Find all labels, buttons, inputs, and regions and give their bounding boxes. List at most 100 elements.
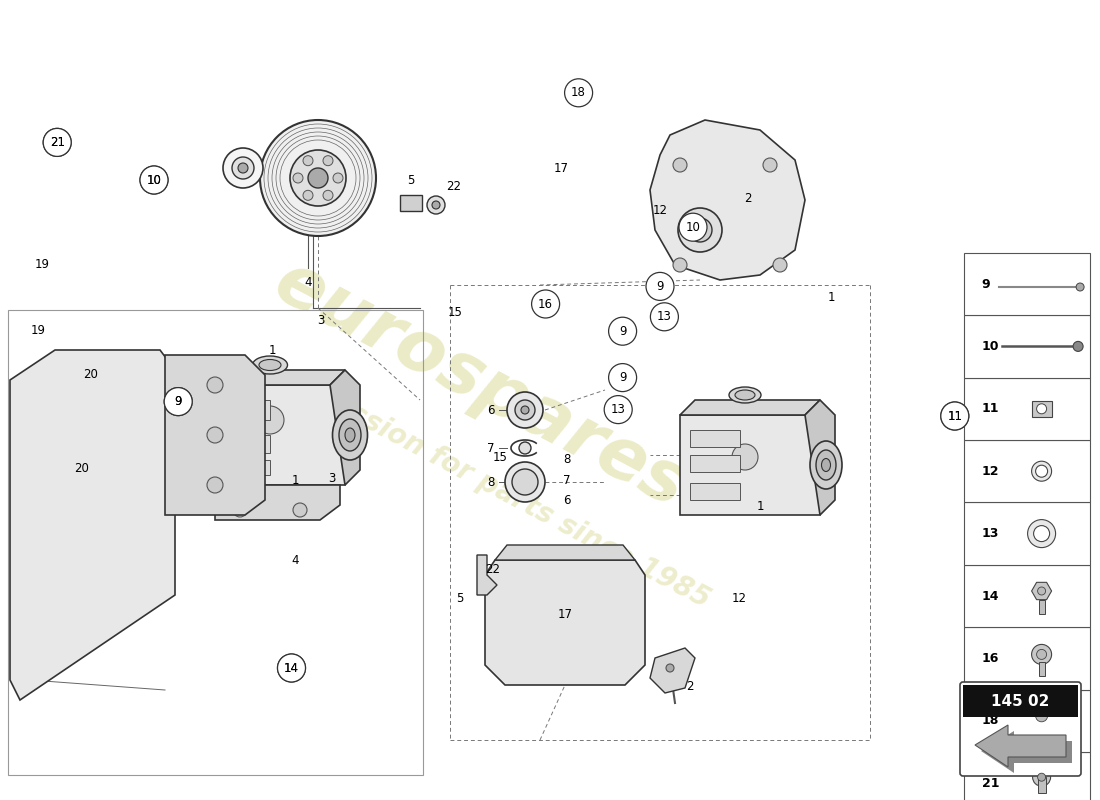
Text: 21: 21 [981, 777, 999, 790]
Bar [964, 627, 1090, 690]
Circle shape [43, 128, 72, 157]
Text: 1: 1 [292, 474, 299, 486]
Ellipse shape [253, 356, 287, 374]
Text: 19: 19 [34, 258, 50, 270]
Text: 6: 6 [563, 494, 570, 507]
Circle shape [608, 317, 637, 346]
Bar [690, 483, 740, 500]
Polygon shape [650, 648, 695, 693]
Text: 4: 4 [292, 554, 298, 566]
Circle shape [650, 302, 679, 331]
Text: 16: 16 [981, 652, 999, 665]
Circle shape [277, 654, 306, 682]
Circle shape [302, 156, 313, 166]
Ellipse shape [729, 387, 761, 403]
Bar [400, 195, 422, 211]
Bar [964, 440, 1090, 502]
Bar [8, 310, 424, 775]
Text: 13: 13 [981, 527, 999, 540]
Text: 7: 7 [487, 442, 495, 454]
Ellipse shape [822, 458, 830, 471]
Circle shape [302, 190, 313, 200]
Text: 1: 1 [757, 501, 763, 514]
Text: a passion for parts since 1985: a passion for parts since 1985 [285, 367, 715, 613]
Circle shape [1035, 466, 1047, 477]
Circle shape [207, 377, 223, 393]
Circle shape [323, 190, 333, 200]
Polygon shape [330, 370, 360, 485]
Text: 18: 18 [981, 714, 999, 727]
Circle shape [646, 272, 674, 301]
Circle shape [688, 218, 712, 242]
Polygon shape [165, 355, 265, 515]
Text: 13: 13 [610, 403, 626, 416]
Circle shape [1032, 461, 1052, 482]
Text: 17: 17 [558, 609, 572, 622]
Circle shape [140, 166, 168, 194]
Ellipse shape [735, 390, 755, 400]
Circle shape [512, 469, 538, 495]
Circle shape [207, 477, 223, 493]
Bar [1038, 662, 1045, 677]
Text: eurospares: eurospares [262, 247, 697, 522]
Text: 12: 12 [981, 465, 999, 478]
Bar [690, 430, 740, 447]
Circle shape [1037, 587, 1046, 595]
Bar [964, 690, 1090, 752]
Text: 11: 11 [981, 402, 999, 415]
Polygon shape [210, 385, 345, 485]
Text: 22: 22 [485, 563, 501, 576]
Text: 14: 14 [284, 662, 299, 674]
Text: 21: 21 [50, 136, 65, 149]
Circle shape [564, 78, 593, 106]
Circle shape [233, 503, 248, 517]
Text: 1: 1 [828, 291, 835, 304]
Text: 19: 19 [31, 323, 45, 337]
Circle shape [679, 214, 707, 242]
Text: 21: 21 [50, 136, 65, 149]
Polygon shape [210, 370, 345, 385]
Bar [964, 253, 1090, 315]
Circle shape [277, 654, 306, 682]
Text: 11: 11 [947, 410, 962, 422]
Ellipse shape [339, 419, 361, 451]
Circle shape [1035, 710, 1047, 722]
Bar [964, 752, 1090, 800]
Bar [220, 460, 270, 475]
Polygon shape [680, 400, 820, 415]
Circle shape [1036, 650, 1046, 659]
Circle shape [604, 396, 632, 424]
Circle shape [223, 148, 263, 188]
Polygon shape [650, 120, 805, 280]
Text: 10: 10 [146, 174, 162, 186]
Circle shape [531, 290, 560, 318]
Circle shape [293, 503, 307, 517]
Circle shape [207, 427, 223, 443]
Circle shape [427, 196, 446, 214]
FancyBboxPatch shape [960, 682, 1081, 776]
Circle shape [1034, 526, 1049, 542]
Text: 5: 5 [456, 592, 463, 605]
Text: 10: 10 [146, 174, 162, 186]
Polygon shape [805, 400, 835, 515]
Text: 9: 9 [619, 325, 626, 338]
Text: 22: 22 [447, 181, 462, 194]
Circle shape [521, 406, 529, 414]
Bar [964, 378, 1090, 440]
Circle shape [432, 201, 440, 209]
Text: 9: 9 [175, 395, 182, 408]
Text: 6: 6 [487, 403, 495, 417]
Text: 10: 10 [685, 221, 701, 234]
Polygon shape [485, 560, 645, 685]
Circle shape [164, 388, 192, 416]
Bar [964, 502, 1090, 565]
Polygon shape [1032, 582, 1052, 600]
Bar [1038, 600, 1045, 614]
Text: 13: 13 [657, 310, 672, 323]
Text: 7: 7 [563, 474, 570, 486]
Circle shape [773, 258, 786, 272]
Circle shape [519, 442, 531, 454]
Circle shape [1027, 520, 1056, 547]
Circle shape [1031, 705, 1053, 727]
Circle shape [323, 156, 333, 166]
